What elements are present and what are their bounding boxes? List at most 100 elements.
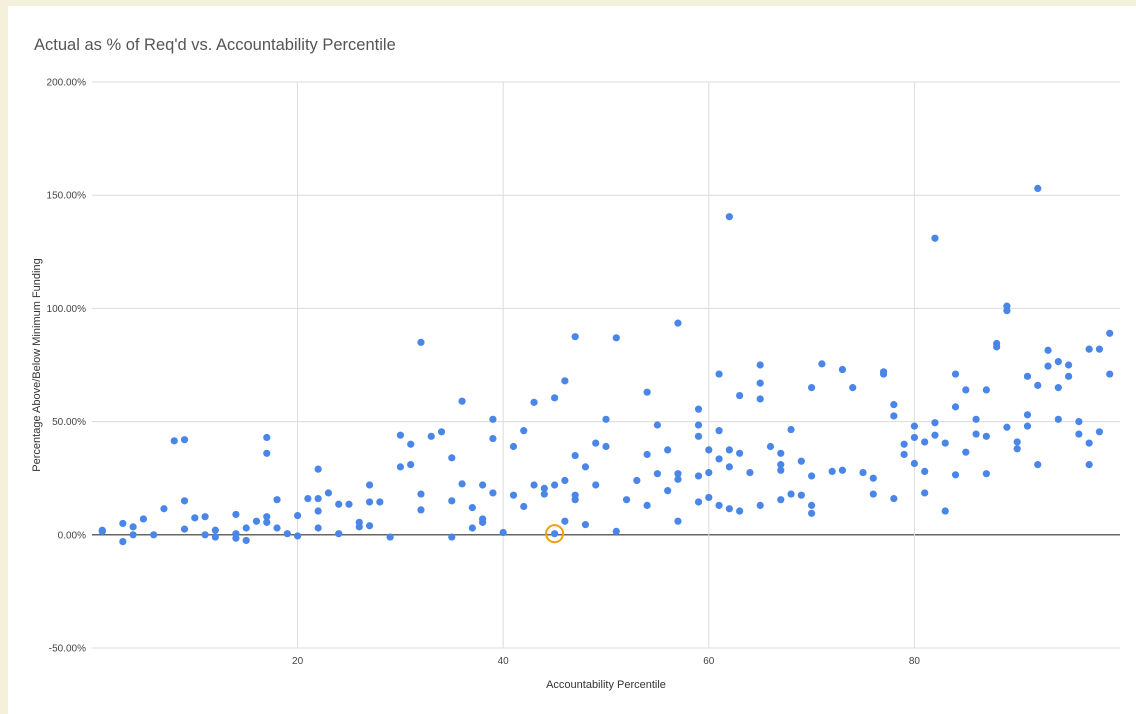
data-point [694, 405, 703, 413]
data-point [643, 501, 651, 509]
chart-card: Actual as % of Req'd vs. Accountability … [8, 6, 1136, 714]
data-point [283, 530, 291, 538]
data-point [129, 531, 137, 539]
data-point [838, 466, 847, 474]
data-point [581, 463, 590, 471]
data-point [417, 506, 425, 514]
data-point [725, 446, 733, 454]
data-point [1095, 345, 1104, 353]
data-point [664, 487, 672, 495]
data-point [551, 394, 559, 402]
data-point [715, 501, 723, 509]
data-point [962, 448, 970, 456]
data-point [1085, 461, 1093, 469]
data-point [622, 496, 631, 504]
data-point [386, 533, 394, 541]
chart-title: Actual as % of Req'd vs. Accountability … [34, 36, 396, 54]
data-point [705, 446, 713, 454]
data-point [951, 403, 960, 411]
data-point [499, 528, 507, 537]
data-point [561, 377, 569, 385]
data-point [365, 498, 374, 506]
data-point [715, 427, 723, 435]
data-point [694, 472, 703, 480]
data-point [674, 475, 682, 483]
data-point [119, 537, 127, 546]
data-point [1034, 381, 1042, 389]
data-point [201, 513, 209, 521]
data-point [551, 481, 559, 489]
data-point [592, 481, 600, 489]
data-point [1106, 329, 1114, 337]
data-point [653, 421, 662, 429]
data-point [479, 518, 487, 526]
data-point [396, 431, 404, 439]
data-point [890, 412, 898, 420]
data-point [1075, 418, 1083, 426]
data-point [766, 442, 775, 451]
data-point [1044, 346, 1052, 354]
y-tick-label: 200.00% [47, 78, 87, 89]
data-point [263, 518, 271, 526]
data-point [931, 419, 939, 427]
data-point [869, 474, 877, 482]
data-point [335, 500, 343, 508]
data-point [376, 498, 384, 506]
data-point [818, 360, 826, 368]
data-point [736, 391, 744, 400]
data-point [458, 480, 466, 488]
data-point [273, 524, 281, 532]
data-point [736, 507, 744, 515]
data-point [900, 440, 908, 448]
data-point [294, 511, 302, 520]
data-point [509, 442, 518, 451]
data-point [211, 533, 219, 541]
data-point [1085, 345, 1093, 353]
data-point [993, 343, 1001, 351]
data-point [571, 451, 579, 460]
data-point [314, 494, 322, 503]
data-point [581, 521, 590, 529]
data-point [777, 466, 785, 474]
highlight-ring [545, 524, 565, 544]
data-point [437, 428, 446, 436]
data-point [1095, 428, 1104, 436]
data-point [314, 524, 322, 532]
data-point [633, 476, 641, 485]
y-axis-title: Percentage Above/Below Minimum Funding [31, 258, 43, 471]
data-point [602, 415, 610, 423]
data-point [982, 386, 990, 394]
data-point [571, 333, 579, 341]
data-point [365, 522, 374, 530]
data-point [448, 497, 456, 505]
data-point [849, 384, 857, 392]
data-point [1003, 307, 1011, 315]
y-tick-label: 0.00% [58, 530, 86, 541]
y-tick-label: -50.00% [49, 644, 86, 655]
data-point [407, 440, 415, 448]
data-point [736, 449, 744, 457]
data-point [921, 489, 929, 497]
data-point [335, 530, 343, 538]
data-point [242, 524, 250, 532]
data-point [694, 432, 703, 440]
data-point [489, 415, 497, 423]
data-point [777, 461, 785, 469]
data-point [561, 517, 569, 525]
data-point [479, 481, 487, 489]
data-point [201, 531, 209, 539]
data-point [273, 496, 281, 504]
data-point [448, 533, 456, 541]
data-point [808, 384, 816, 392]
data-point [725, 213, 733, 221]
data-point [252, 517, 261, 525]
data-point [489, 434, 497, 443]
data-point [931, 234, 939, 242]
data-point [365, 481, 374, 489]
data-point [571, 496, 579, 504]
data-point [808, 501, 816, 509]
data-point [859, 468, 867, 477]
tick-labels: -50.00% 0.00% 50.00% 100.00% 150.00% 200.00% 2… [47, 78, 921, 668]
data-point [458, 397, 466, 405]
